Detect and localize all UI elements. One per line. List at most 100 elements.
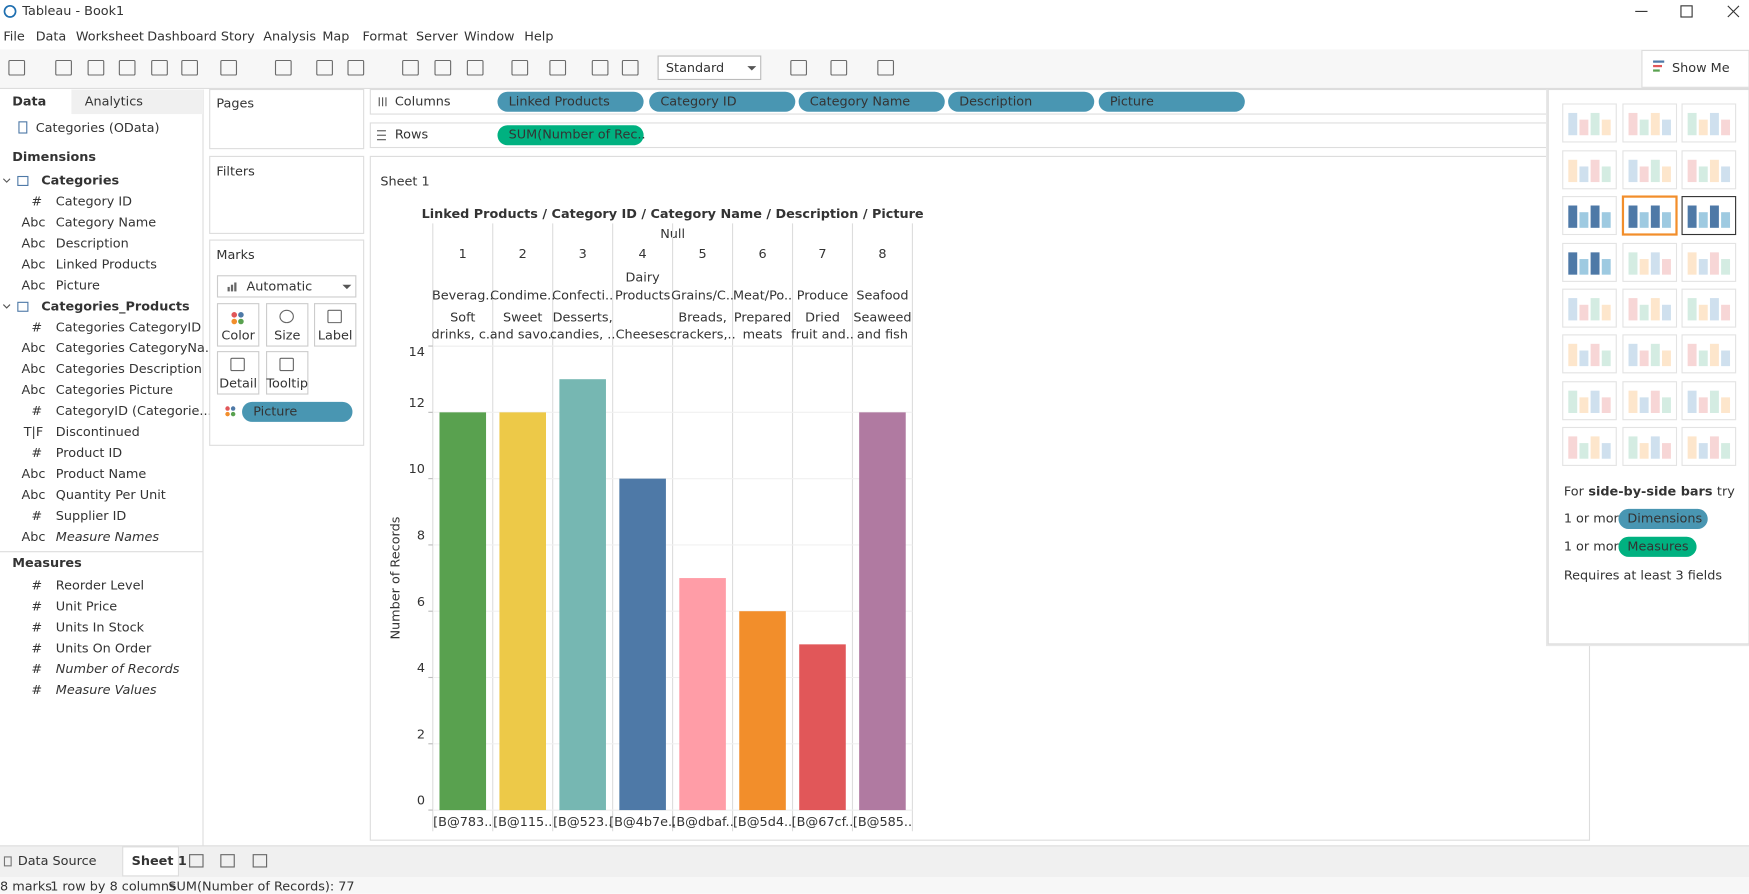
bar[interactable]: [499, 412, 547, 811]
toolbar-icon[interactable]: [347, 59, 365, 76]
mark-button-label[interactable]: Size: [274, 329, 300, 344]
maximize[interactable]: [1680, 5, 1693, 18]
mark-button-label[interactable]: Tooltip: [265, 376, 308, 391]
field[interactable]: Measure Names: [56, 530, 160, 545]
new-sheet-button[interactable]: [220, 854, 235, 868]
toolbar-icon[interactable]: [118, 59, 136, 76]
menu-item[interactable]: Story: [221, 30, 255, 45]
field[interactable]: Categories Picture: [56, 383, 173, 398]
fit-value[interactable]: Standard: [666, 61, 724, 76]
pill[interactable]: [649, 91, 796, 112]
field[interactable]: Measure Values: [56, 683, 157, 698]
field[interactable]: Categories CategoryNa...: [56, 341, 217, 356]
field[interactable]: Units In Stock: [56, 620, 145, 635]
toolbar-icon[interactable]: [316, 59, 333, 76]
pill[interactable]: [242, 401, 353, 422]
field[interactable]: Category Name: [56, 215, 157, 230]
pill[interactable]: [798, 91, 945, 112]
pane-tab[interactable]: Data: [12, 94, 46, 109]
toolbar-icon[interactable]: [621, 59, 639, 76]
mark-type-dropdown[interactable]: [216, 275, 357, 298]
table-name[interactable]: Categories: [41, 173, 119, 188]
field[interactable]: Category ID: [56, 194, 132, 209]
menu-item[interactable]: Server: [416, 30, 459, 45]
mark-button[interactable]: [216, 303, 260, 347]
toolbar-icon[interactable]: [220, 59, 238, 76]
field[interactable]: CategoryID (Categorie...: [56, 404, 212, 419]
mark-button-label[interactable]: Color: [221, 329, 255, 344]
pill-label[interactable]: Category Name: [810, 94, 911, 109]
new-sheet-button[interactable]: [189, 854, 204, 868]
field[interactable]: Product ID: [56, 446, 122, 461]
field[interactable]: Unit Price: [56, 599, 118, 614]
menu-item[interactable]: Window: [464, 30, 515, 45]
field[interactable]: Categories CategoryID: [56, 320, 201, 335]
pill[interactable]: [1098, 91, 1245, 112]
pill-label[interactable]: Picture: [1110, 94, 1154, 109]
bar[interactable]: [799, 644, 846, 811]
sheet-tab[interactable]: Sheet 1: [132, 854, 187, 869]
bar[interactable]: [559, 379, 606, 811]
toolbar-icon[interactable]: [511, 59, 529, 76]
menu-item[interactable]: Data: [36, 30, 67, 45]
bar[interactable]: [739, 611, 786, 811]
pill[interactable]: [497, 125, 644, 146]
pill-label[interactable]: Category ID: [660, 94, 736, 109]
menu-item[interactable]: Dashboard: [147, 30, 217, 45]
field[interactable]: Reorder Level: [56, 578, 144, 593]
bar[interactable]: [619, 478, 666, 811]
menu-item[interactable]: Map: [322, 30, 349, 45]
mark-button-label[interactable]: Detail: [219, 376, 257, 391]
mark-button-label[interactable]: Label: [318, 329, 353, 344]
toolbar-icon[interactable]: [87, 59, 105, 76]
menu-item[interactable]: Analysis: [263, 30, 316, 45]
field[interactable]: Quantity Per Unit: [56, 488, 166, 503]
fit-dropdown[interactable]: [657, 55, 762, 81]
menu-item[interactable]: Format: [363, 30, 408, 45]
toolbar-icon[interactable]: [151, 59, 168, 76]
pill-label[interactable]: Linked Products: [509, 94, 611, 109]
pill-label[interactable]: SUM(Number of Rec..: [509, 128, 646, 143]
toolbar-icon[interactable]: [549, 59, 567, 76]
field[interactable]: Product Name: [56, 467, 147, 482]
menu-item[interactable]: Worksheet: [76, 30, 144, 45]
show-me-button[interactable]: [1641, 49, 1749, 88]
field[interactable]: Supplier ID: [56, 509, 127, 524]
field[interactable]: Description: [56, 236, 129, 251]
menu-item[interactable]: Help: [524, 30, 553, 45]
pill-label[interactable]: Description: [959, 94, 1032, 109]
expand-chevron[interactable]: [2, 178, 11, 183]
field[interactable]: Categories Description: [56, 362, 202, 377]
menu-item[interactable]: File: [3, 30, 25, 45]
data-source[interactable]: Categories (OData): [36, 121, 160, 136]
bar[interactable]: [859, 412, 906, 811]
show-me-label[interactable]: Show Me: [1672, 61, 1730, 76]
toolbar-icon[interactable]: [274, 59, 292, 76]
toolbar-icon[interactable]: [181, 59, 198, 76]
toolbar-icon[interactable]: [8, 59, 26, 76]
toolbar-icon[interactable]: [466, 59, 484, 76]
bar[interactable]: [439, 412, 487, 811]
mark-type[interactable]: Automatic: [247, 279, 313, 294]
pill-label[interactable]: Picture: [253, 404, 297, 419]
toolbar-icon[interactable]: [402, 59, 419, 76]
pill[interactable]: [948, 91, 1095, 112]
table-name[interactable]: Categories_Products: [41, 299, 190, 314]
toolbar-icon[interactable]: [830, 59, 848, 76]
field[interactable]: Discontinued: [56, 425, 140, 440]
field[interactable]: Linked Products: [56, 257, 158, 272]
expand-chevron[interactable]: [2, 304, 11, 309]
new-sheet-button[interactable]: [252, 854, 268, 868]
toolbar-icon[interactable]: [790, 59, 808, 76]
sheet-tab[interactable]: Data Source: [18, 854, 97, 869]
toolbar-icon[interactable]: [55, 59, 72, 76]
field[interactable]: Picture: [56, 278, 100, 293]
toolbar-icon[interactable]: [877, 59, 895, 76]
bar[interactable]: [679, 578, 726, 811]
pill[interactable]: [497, 91, 644, 112]
field[interactable]: Units On Order: [56, 641, 152, 656]
toolbar-icon[interactable]: [591, 59, 609, 76]
close[interactable]: [1727, 5, 1740, 18]
toolbar-icon[interactable]: [434, 59, 452, 76]
pane-tab[interactable]: Analytics: [85, 94, 144, 109]
